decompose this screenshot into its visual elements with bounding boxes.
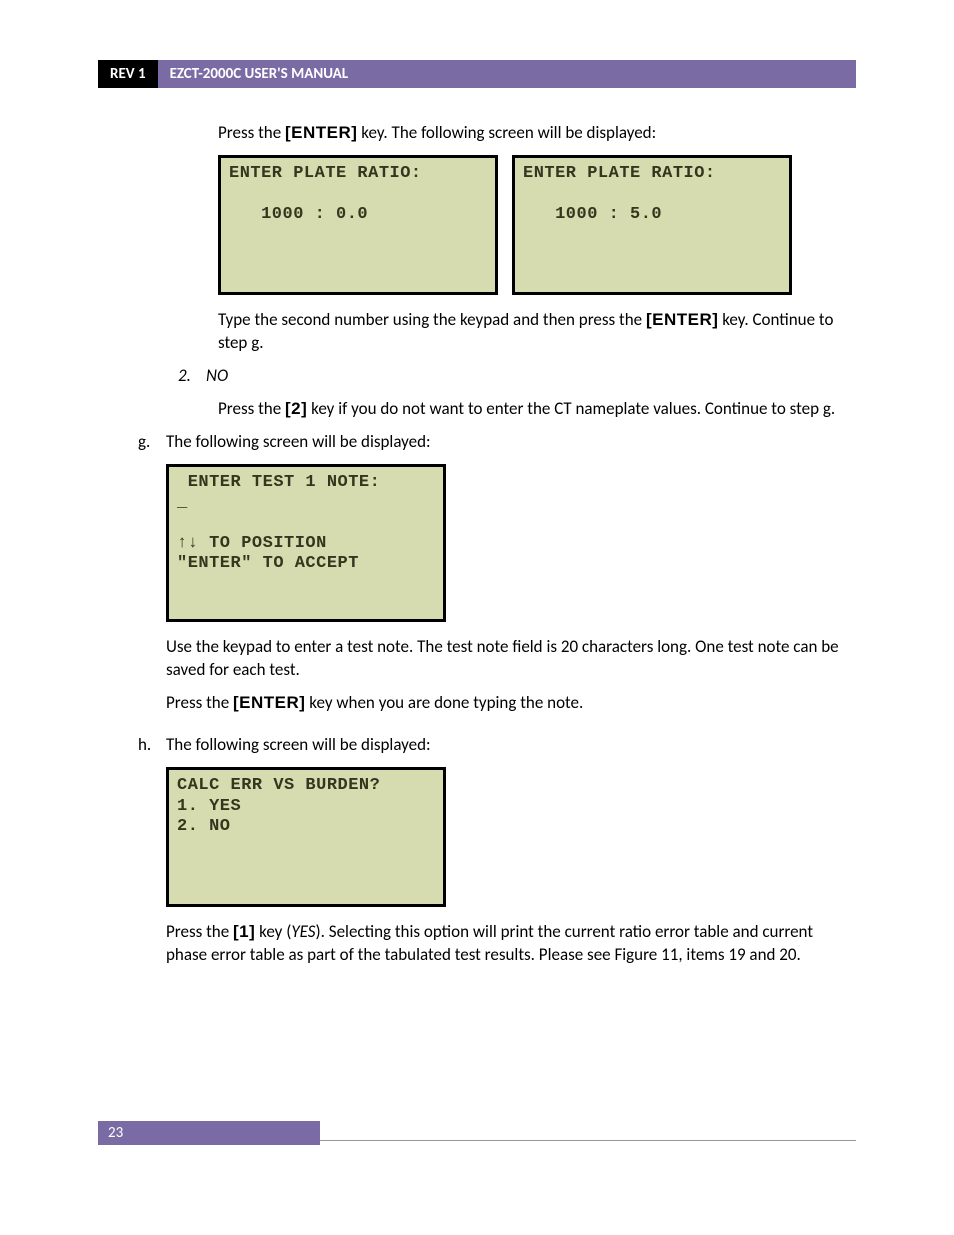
page: REV 1 EZCT-2000C USER'S MANUAL Press the… (0, 0, 954, 1235)
step-g-marker: g. (138, 431, 166, 725)
key-1-label: [1] (233, 922, 255, 941)
lcd-screen-calc-err: CALC ERR VS BURDEN? 1. YES 2. NO (166, 767, 446, 907)
revision-box: REV 1 (98, 60, 158, 88)
step-h: h. The following screen will be displaye… (138, 734, 856, 977)
step-f-after: Type the second number using the keypad … (218, 309, 856, 355)
option-2-label: NO (206, 365, 856, 388)
key-2-label: [2] (285, 399, 307, 418)
option-2-body: Press the [2] key if you do not want to … (218, 398, 856, 421)
manual-title: EZCT-2000C USER'S MANUAL (158, 60, 856, 88)
yes-label: YES (291, 921, 315, 942)
step-h-marker: h. (138, 734, 166, 977)
step-f-content: Press the [ENTER] key. The following scr… (218, 122, 856, 355)
step-g-intro: The following screen will be displayed: (166, 431, 856, 454)
enter-key-label: [ENTER] (285, 123, 357, 142)
option-2-block: 2. NO Press the [2] key if you do not wa… (178, 365, 856, 421)
page-number: 23 (98, 1121, 320, 1145)
step-h-after: Press the [1] key (YES). Selecting this … (166, 921, 856, 967)
step-g-note: Use the keypad to enter a test note. The… (166, 636, 856, 682)
step-h-intro: The following screen will be displayed: (166, 734, 856, 757)
step-f-intro: Press the [ENTER] key. The following scr… (218, 122, 856, 145)
footer-rule (320, 1140, 856, 1141)
lcd-row: ENTER PLATE RATIO: 1000 : 0.0 ENTER PLAT… (218, 155, 856, 295)
lcd-screen-plate-ratio-left: ENTER PLATE RATIO: 1000 : 0.0 (218, 155, 498, 295)
enter-key-label: [ENTER] (233, 693, 305, 712)
step-g-press: Press the [ENTER] key when you are done … (166, 692, 856, 715)
step-g: g. The following screen will be displaye… (138, 431, 856, 725)
lcd-screen-test-note: ENTER TEST 1 NOTE: _ ↑↓ TO POSITION "ENT… (166, 464, 446, 622)
option-2-text: Press the [2] key if you do not want to … (218, 398, 856, 421)
lcd-screen-plate-ratio-right: ENTER PLATE RATIO: 1000 : 5.0 (512, 155, 792, 295)
header-bar: REV 1 EZCT-2000C USER'S MANUAL (98, 60, 856, 88)
option-2-marker: 2. (178, 365, 206, 398)
footer: 23 (98, 1121, 856, 1145)
enter-key-label: [ENTER] (646, 310, 718, 329)
